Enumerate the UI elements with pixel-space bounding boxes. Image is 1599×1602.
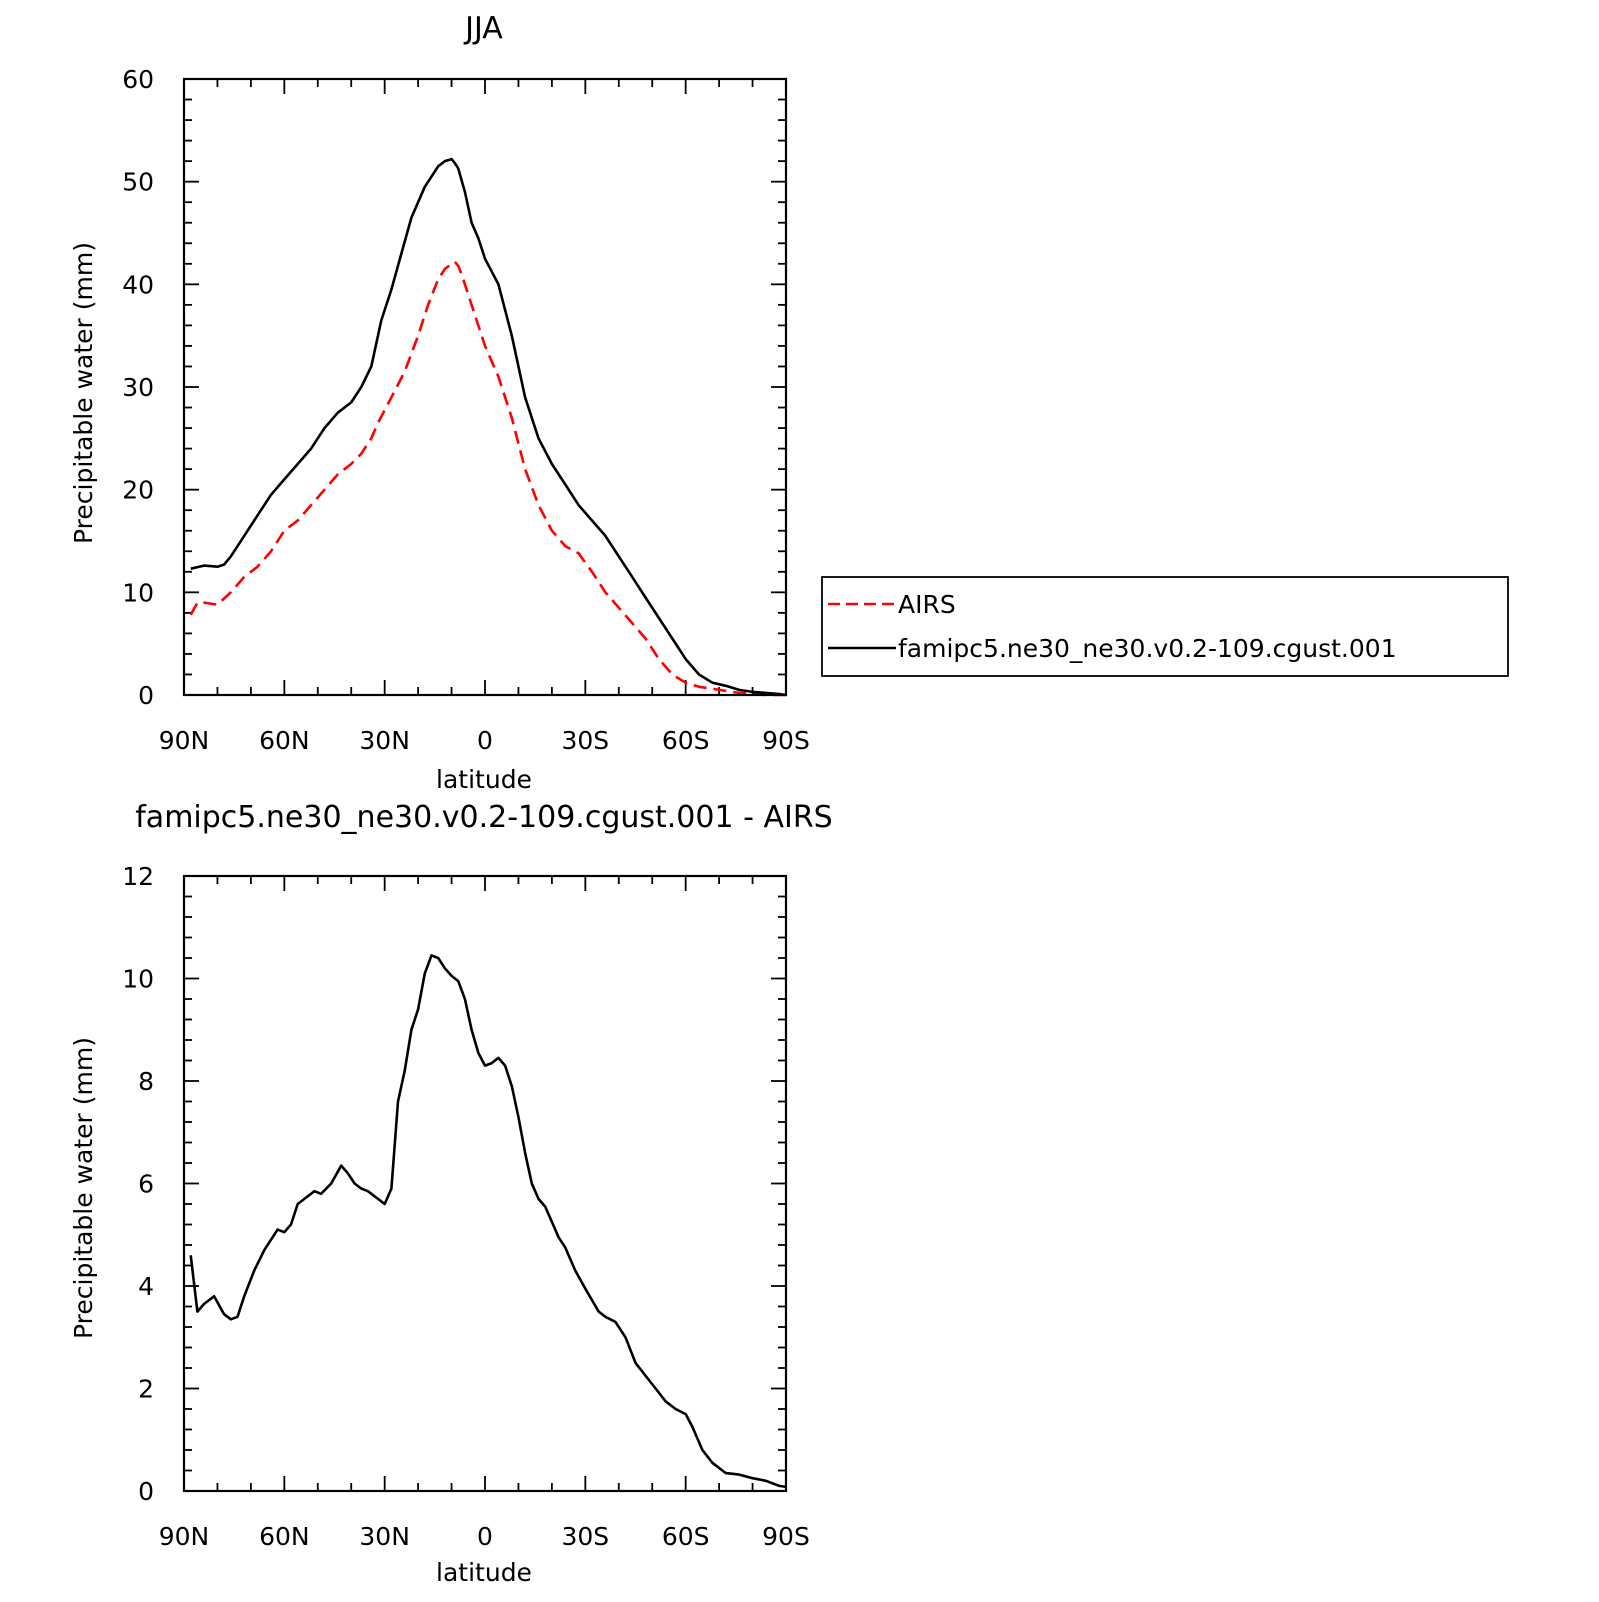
legend-label-model: famipc5.ne30_ne30.v0.2-109.cgust.001 — [898, 634, 1397, 663]
top-x-tick-label: 90N — [159, 726, 210, 755]
top-y-tick-label: 0 — [138, 681, 154, 710]
legend-box — [821, 576, 1509, 677]
bottom-y-tick-label: 0 — [138, 1477, 154, 1506]
bottom-y-tick-label: 10 — [122, 965, 154, 994]
top-y-tick-label: 50 — [122, 168, 154, 197]
top-x-tick-label: 60S — [662, 726, 710, 755]
bottom-y-axis-title: Precipitable water (mm) — [69, 1037, 98, 1339]
bottom-y-tick-label: 2 — [138, 1375, 154, 1404]
top-x-tick-label: 90S — [762, 726, 810, 755]
top-x-axis-title: latitude — [436, 765, 532, 794]
top-x-tick-label: 0 — [477, 726, 493, 755]
bottom-x-tick-label: 30S — [561, 1522, 609, 1551]
bottom-panel: famipc5.ne30_ne30.v0.2-109.cgust.001 - A… — [69, 800, 833, 1587]
legend-label-airs: AIRS — [898, 590, 956, 619]
legend: AIRS famipc5.ne30_ne30.v0.2-109.cgust.00… — [821, 576, 1509, 677]
top-series-line-airs — [189, 260, 786, 697]
bottom-series-line-model — [189, 954, 787, 1489]
bottom-x-tick-label: 0 — [477, 1522, 493, 1551]
top-y-axis-title: Precipitable water (mm) — [69, 242, 98, 544]
top-series-line-model — [190, 157, 787, 697]
top-y-tick-label: 30 — [122, 373, 154, 402]
top-panel: JJA Precipitable water (mm) latitude 0 10… — [69, 11, 810, 794]
bottom-series — [189, 954, 787, 1489]
top-ticks: 0 10 20 30 40 50 60 90N 60N 30N 0 30S 60S 90S — [122, 65, 810, 755]
bottom-x-tick-label: 60S — [662, 1522, 710, 1551]
top-plot-frame — [182, 77, 788, 697]
top-x-tick-label: 60N — [259, 726, 310, 755]
bottom-x-tick-label: 90N — [159, 1522, 210, 1551]
top-y-tick-label: 40 — [122, 270, 154, 299]
top-series — [189, 157, 787, 697]
bottom-ticks: 0 2 4 6 8 10 12 90N 60N 30N 0 30S 60S 90S — [122, 862, 810, 1551]
top-y-tick-label: 60 — [122, 65, 154, 94]
bottom-y-tick-label: 8 — [138, 1067, 154, 1096]
bottom-plot-frame — [182, 874, 788, 1493]
bottom-y-tick-label: 6 — [138, 1170, 154, 1199]
top-chart-title: JJA — [463, 11, 503, 46]
bottom-x-tick-label: 60N — [259, 1522, 310, 1551]
bottom-y-tick-label: 4 — [138, 1272, 154, 1301]
bottom-x-tick-label: 90S — [762, 1522, 810, 1551]
top-x-tick-label: 30N — [359, 726, 410, 755]
top-y-tick-label: 10 — [122, 578, 154, 607]
top-x-tick-label: 30S — [561, 726, 609, 755]
bottom-x-tick-label: 30N — [359, 1522, 410, 1551]
bottom-chart-title: famipc5.ne30_ne30.v0.2-109.cgust.001 - A… — [135, 800, 832, 835]
bottom-x-axis-title: latitude — [436, 1558, 532, 1587]
top-y-tick-label: 20 — [122, 476, 154, 505]
bottom-y-tick-label: 12 — [122, 862, 154, 891]
